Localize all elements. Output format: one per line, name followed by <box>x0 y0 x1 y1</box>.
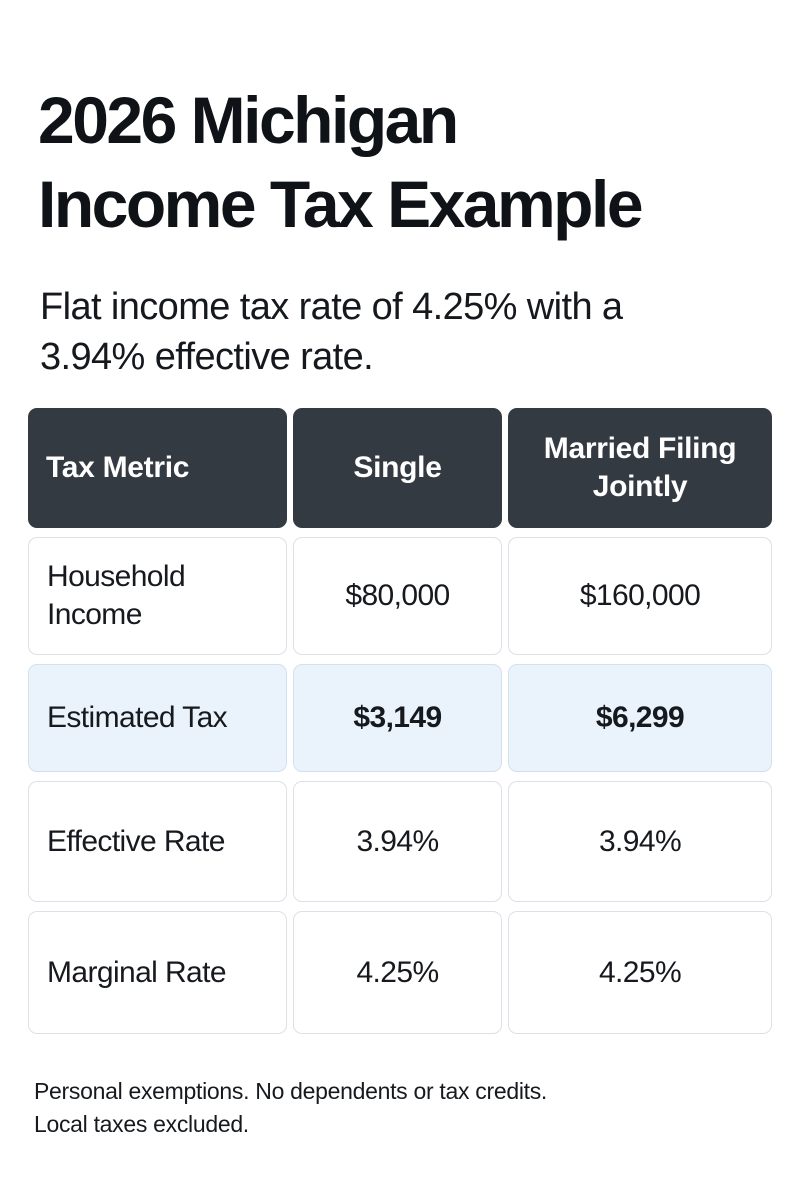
estimated-tax-married: $6,299 <box>508 664 772 772</box>
row-effective-rate-label: Effective Rate <box>28 781 287 902</box>
footnote-line-1: Personal exemptions. No dependents or ta… <box>34 1078 548 1104</box>
household-label-line-2: Income <box>47 598 142 631</box>
household-label-line-1: Household <box>47 560 186 593</box>
header-married-line-1: Married Filing <box>543 432 737 465</box>
header-married-filing-jointly: Married Filing Jointly <box>508 408 772 528</box>
effective-rate-married: 3.94% <box>508 781 772 902</box>
page-title: 2026 Michigan Income Tax Example <box>28 0 772 246</box>
household-income-married: $160,000 <box>508 537 772 655</box>
subtitle: Flat income tax rate of 4.25% with a 3.9… <box>28 282 772 382</box>
row-household-income-label: Household Income <box>28 537 287 655</box>
footnote: Personal exemptions. No dependents or ta… <box>34 1075 547 1141</box>
subtitle-line-1: Flat income tax rate of 4.25% with a <box>40 286 623 328</box>
title-line-2: Income Tax Example <box>38 167 644 241</box>
row-marginal-rate-label: Marginal Rate <box>28 911 287 1034</box>
subtitle-line-2: 3.94% effective rate. <box>40 336 374 378</box>
tax-table: Tax Metric Single Married Filing Jointly… <box>28 408 772 1034</box>
header-married-line-2: Jointly <box>592 470 688 503</box>
estimated-tax-single: $3,149 <box>293 664 502 772</box>
header-single: Single <box>293 408 502 528</box>
footnote-line-2: Local taxes excluded. <box>34 1111 249 1137</box>
marginal-rate-single: 4.25% <box>293 911 502 1034</box>
effective-rate-single: 3.94% <box>293 781 502 902</box>
title-line-1: 2026 Michigan <box>38 83 459 157</box>
marginal-rate-married: 4.25% <box>508 911 772 1034</box>
row-estimated-tax-label: Estimated Tax <box>28 664 287 772</box>
header-tax-metric: Tax Metric <box>28 408 287 528</box>
household-income-single: $80,000 <box>293 537 502 655</box>
